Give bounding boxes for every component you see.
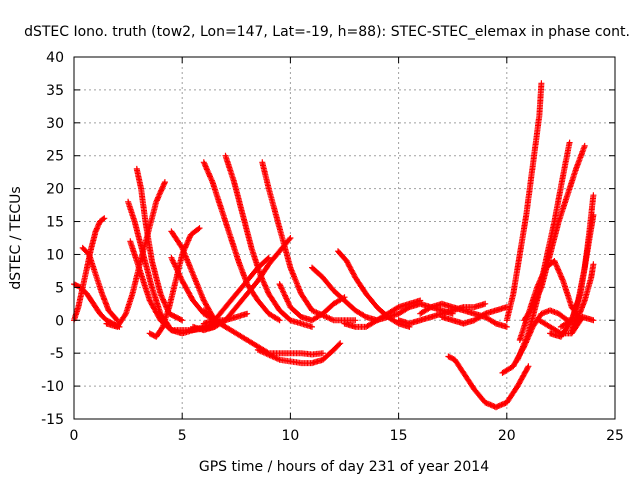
series-markers <box>503 80 545 324</box>
series-arc28 <box>503 80 545 324</box>
series-markers <box>438 304 510 327</box>
x-tick-label: 25 <box>606 428 624 444</box>
series-arc18 <box>276 281 348 324</box>
grid-lines <box>74 57 615 419</box>
x-tick-label: 5 <box>178 428 187 444</box>
series-arc35 <box>568 261 597 334</box>
y-tick-label: 35 <box>46 83 64 99</box>
x-tick-label: 15 <box>390 428 408 444</box>
series-markers <box>445 353 532 411</box>
plot-frame <box>73 56 616 420</box>
chart-title: dSTEC Iono. truth (tow2, Lon=147, Lat=-1… <box>24 24 630 40</box>
axis-ticks: 0 5 10 15 20 25 -15 -10 -5 0 5 10 15 20 25 30 35 40 <box>41 50 624 444</box>
x-axis-label: GPS time / hours of day 231 of year 2014 <box>199 459 489 475</box>
series-markers <box>200 159 283 324</box>
series-markers <box>259 159 359 324</box>
series-arc1 <box>71 215 108 324</box>
series-markers <box>557 192 597 330</box>
y-tick-label: 0 <box>55 313 64 329</box>
series-arc31 <box>516 258 584 343</box>
series-arc14 <box>200 254 272 327</box>
y-tick-label: -10 <box>41 379 64 395</box>
series-markers <box>568 261 597 334</box>
y-tick-label: 30 <box>46 116 64 132</box>
series-arc3 <box>79 244 121 324</box>
series-markers <box>200 254 272 327</box>
series-arc26 <box>445 353 532 411</box>
series-markers <box>516 258 584 343</box>
series-arc11 <box>200 159 283 324</box>
x-tick-label: 20 <box>498 428 516 444</box>
series-markers <box>309 264 380 324</box>
series-markers <box>79 244 121 324</box>
y-tick-label: -15 <box>41 412 64 428</box>
y-tick-label: 20 <box>46 182 64 198</box>
series-arc19 <box>309 264 380 324</box>
x-tick-label: 10 <box>281 428 299 444</box>
series-arc15 <box>259 159 359 324</box>
data-points <box>71 80 597 411</box>
y-tick-label: 15 <box>46 215 64 231</box>
y-tick-label: 10 <box>46 247 64 263</box>
y-tick-label: 25 <box>46 149 64 165</box>
series-markers <box>276 281 348 324</box>
x-tick-label: 0 <box>70 428 79 444</box>
y-tick-label: -5 <box>50 346 64 362</box>
series-markers <box>254 340 344 367</box>
series-arc25 <box>438 304 510 327</box>
y-tick-label: 5 <box>55 280 64 296</box>
y-tick-label: 40 <box>46 50 64 66</box>
series-arc17 <box>254 340 344 367</box>
series-arc34 <box>557 192 597 330</box>
y-axis-label: dSTEC / TECUs <box>8 186 24 289</box>
series-markers <box>71 215 108 324</box>
